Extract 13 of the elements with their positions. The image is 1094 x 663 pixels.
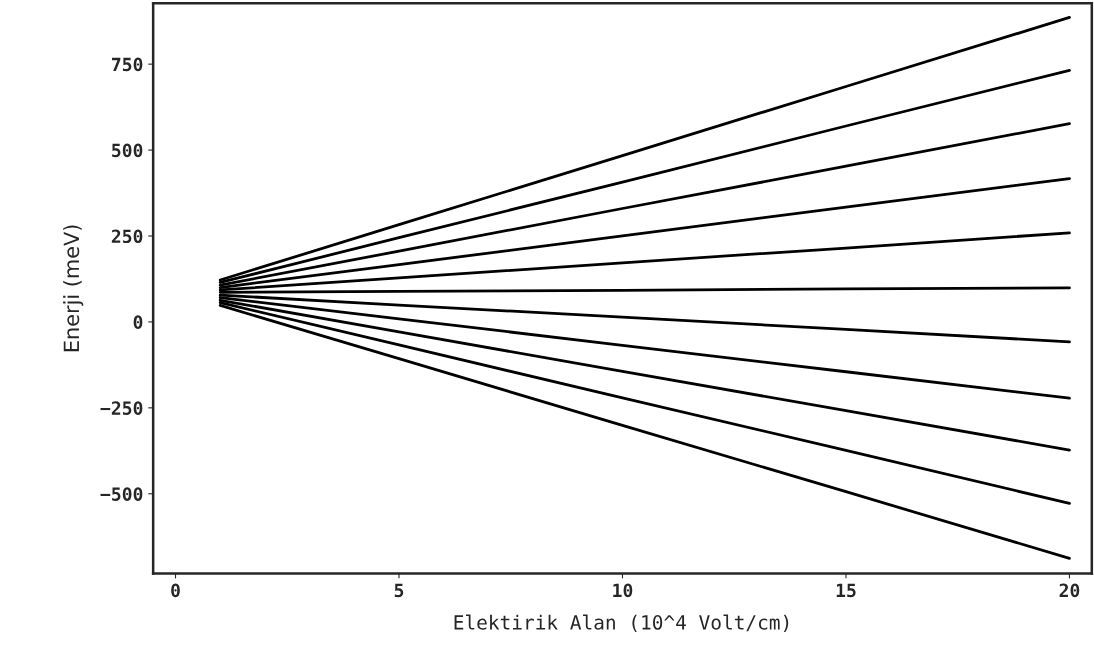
y-axis-title: Enerji (meV) (63, 225, 84, 352)
y-tick-label: −500 (100, 487, 143, 501)
x-axis-title: Elektirik Alan (10^4 Volt/cm) (454, 614, 789, 633)
x-tick-label: 10 (613, 583, 633, 598)
x-tick-label: 5 (394, 583, 404, 598)
y-tick-label: 750 (112, 57, 143, 72)
x-tick-label: 0 (171, 583, 180, 598)
y-tick-label: 250 (111, 229, 143, 244)
x-tick-label: 20 (1059, 583, 1080, 598)
y-tick-label: 0 (133, 315, 143, 330)
x-tick-label: 15 (836, 583, 856, 598)
y-tick-label: −250 (100, 401, 143, 415)
y-tick-label: 500 (112, 143, 143, 158)
